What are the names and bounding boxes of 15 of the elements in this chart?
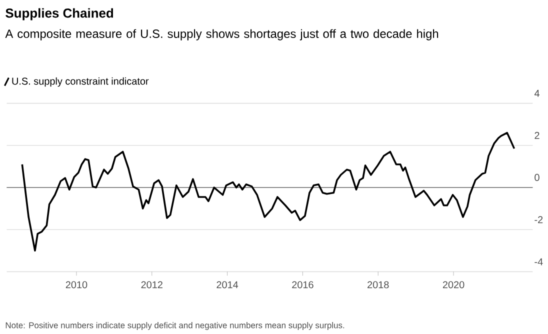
y-tick-label: 2 (534, 132, 540, 139)
y-tick-label: 4 (534, 90, 540, 97)
legend-label: U.S. supply constraint indicator (12, 77, 149, 87)
y-tick-label: 0 (534, 174, 540, 181)
y-tick-label: -4 (534, 258, 543, 266)
x-tick-label: 2018 (368, 281, 389, 288)
text: Note: Positive numbers indicate supply deficit and negative numbers mean supply surplus. (6, 322, 344, 330)
y-tick-label: -2 (534, 216, 543, 224)
x-tick-label: 2012 (141, 281, 162, 288)
x-tick-label: 2014 (216, 281, 238, 288)
x-tick-label: 2016 (292, 281, 314, 288)
x-tick-label: 2020 (442, 281, 464, 288)
chart-title: Supplies Chained (6, 8, 114, 20)
x-tick-label: 2010 (66, 281, 88, 288)
chart-subtitle: A composite measure of U.S. supply shows shortages just off a two decade high (5, 29, 438, 40)
